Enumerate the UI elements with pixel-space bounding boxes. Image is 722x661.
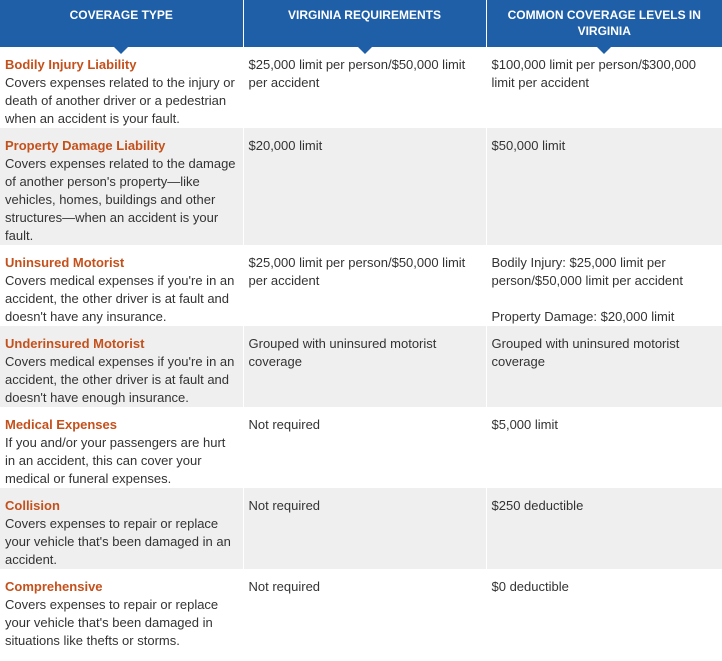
common-level-cell: $100,000 limit per person/$300,000 limit… (486, 47, 722, 128)
coverage-cell: Bodily Injury Liability Covers expenses r… (0, 47, 244, 128)
coverage-title: Underinsured Motorist (5, 336, 145, 351)
coverage-cell: Comprehensive Covers expenses to repair o… (0, 569, 244, 650)
coverage-row: Uninsured Motorist Covers medical expense… (0, 245, 722, 326)
column-header: Coverage Type (0, 0, 244, 54)
header-row: Coverage Type Virginia Requirements Common… (0, 0, 722, 54)
requirement-cell: Not required (243, 407, 487, 488)
header-arrow (597, 47, 612, 54)
requirement-cell: $25,000 limit per person/$50,000 limit p… (243, 245, 487, 326)
coverage-description: Covers expenses to repair or replace you… (5, 516, 231, 567)
requirement-cell: Grouped with uninsured motorist coverage (243, 326, 487, 407)
common-level-cell: $0 deductible (486, 569, 722, 650)
coverage-title: Comprehensive (5, 579, 103, 594)
coverage-title: Bodily Injury Liability (5, 57, 137, 72)
coverage-description: Covers medical expenses if you're in an … (5, 354, 235, 405)
requirement-text: $25,000 limit per person/$50,000 limit p… (248, 255, 466, 288)
coverage-row: Medical Expenses If you and/or your passe… (0, 407, 722, 488)
requirement-cell: Not required (243, 569, 487, 650)
requirement-cell: Not required (243, 488, 487, 569)
header-arrow (357, 47, 372, 54)
requirement-text: $20,000 limit (248, 138, 323, 153)
column-header: Virginia Requirements (243, 0, 487, 54)
common-level-cell: $250 deductible (486, 488, 722, 569)
requirement-text: Not required (248, 417, 321, 432)
requirement-cell: $20,000 limit (243, 128, 487, 245)
common-level-text: $0 deductible (491, 579, 569, 594)
common-level-cell: Bodily Injury: $25,000 limit per person/… (486, 245, 722, 326)
coverage-title: Medical Expenses (5, 417, 117, 432)
coverage-title: Uninsured Motorist (5, 255, 125, 270)
coverage-cell: Property Damage Liability Covers expenses… (0, 128, 244, 245)
table-body: Bodily Injury Liability Covers expenses r… (0, 47, 722, 650)
requirement-cell: $25,000 limit per person/$50,000 limit p… (243, 47, 487, 128)
common-level-text: $50,000 limit (491, 138, 566, 153)
coverage-description: If you and/or your passengers are hurt i… (5, 435, 226, 486)
requirement-text: Grouped with uninsured motorist coverage (248, 336, 437, 369)
common-level-cell: Grouped with uninsured motorist coverage (486, 326, 722, 407)
requirement-text: $25,000 limit per person/$50,000 limit p… (248, 57, 466, 90)
coverage-cell: Medical Expenses If you and/or your passe… (0, 407, 244, 488)
coverage-cell: Collision Covers expenses to repair or re… (0, 488, 244, 569)
common-level-text: $250 deductible (491, 498, 584, 513)
common-level-cell: $5,000 limit (486, 407, 722, 488)
requirement-text: Not required (248, 498, 321, 513)
coverage-title: Collision (5, 498, 60, 513)
coverage-description: Covers expenses related to the injury or… (5, 75, 235, 126)
coverage-row: Underinsured Motorist Covers medical expe… (0, 326, 722, 407)
coverage-row: Property Damage Liability Covers expenses… (0, 128, 722, 245)
common-level-cell: $50,000 limit (486, 128, 722, 245)
coverage-description: Covers medical expenses if you're in an … (5, 273, 235, 324)
coverage-description: Covers expenses to repair or replace you… (5, 597, 219, 648)
coverage-cell: Underinsured Motorist Covers medical expe… (0, 326, 244, 407)
coverage-description: Covers expenses related to the damage of… (5, 156, 236, 243)
coverage-row: Comprehensive Covers expenses to repair o… (0, 569, 722, 650)
common-level-text: Property Damage: $20,000 limit (491, 309, 675, 324)
column-header-text: Virginia Requirements (288, 8, 441, 22)
column-header-text: Common Coverage Levels in Virginia (507, 8, 701, 38)
common-level-text: Bodily Injury: $25,000 limit per person/… (491, 255, 684, 288)
requirement-text: Not required (248, 579, 321, 594)
coverage-row: Bodily Injury Liability Covers expenses r… (0, 47, 722, 128)
common-level-text: $5,000 limit (491, 417, 558, 432)
column-header: Common Coverage Levels in Virginia (486, 0, 722, 54)
common-level-text: Grouped with uninsured motorist coverage (491, 336, 680, 369)
coverage-row: Collision Covers expenses to repair or re… (0, 488, 722, 569)
column-header-text: Coverage Type (69, 8, 173, 22)
header-arrow (114, 47, 129, 54)
coverage-cell: Uninsured Motorist Covers medical expense… (0, 245, 244, 326)
coverage-title: Property Damage Liability (5, 138, 166, 153)
common-level-text: $100,000 limit per person/$300,000 limit… (491, 57, 697, 90)
